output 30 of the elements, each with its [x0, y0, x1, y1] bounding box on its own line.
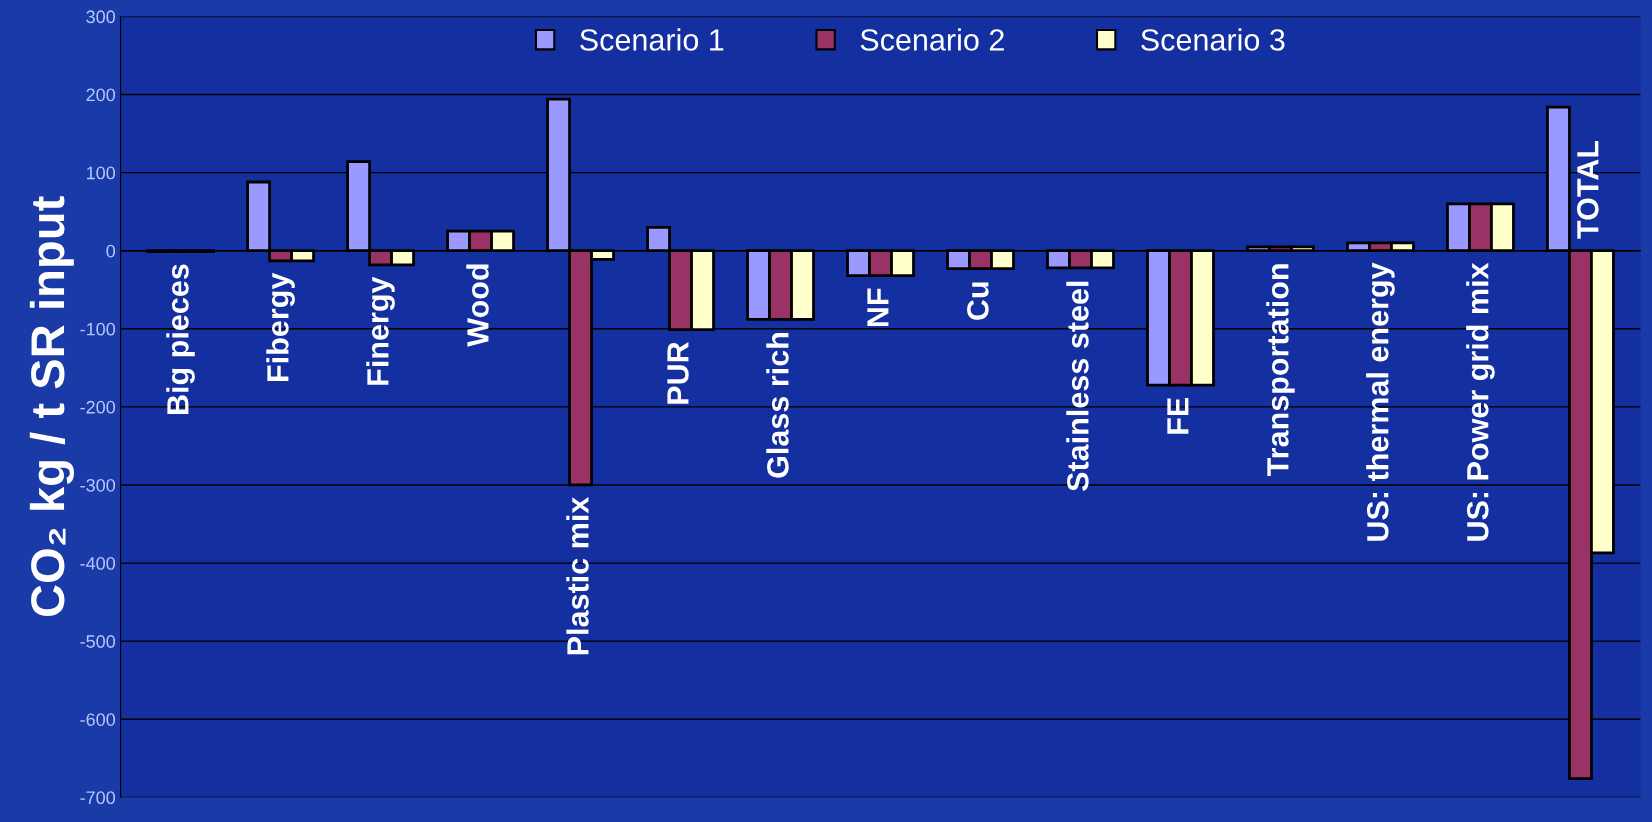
- y-axis-title: CO₂ kg / t SR input: [29, 196, 75, 617]
- x-tick-label: Big pieces: [166, 264, 195, 414]
- x-tick-label: Glass rich: [766, 333, 789, 478]
- x-tick-label: Fibergy: [266, 272, 295, 381]
- y-tick-label: -200: [80, 400, 116, 414]
- legend-label: Scenario 3: [1141, 28, 1285, 51]
- x-tick-label: Cu: [967, 282, 989, 320]
- y-tick-label: 300: [86, 10, 116, 24]
- x-tick-label: Stainless steel: [1066, 281, 1089, 492]
- x-tick-label: US: Power grid mix: [1466, 262, 1495, 541]
- y-tick-label: -100: [80, 322, 116, 336]
- x-tick-label: FE: [1167, 397, 1189, 434]
- x-tick-label: PUR: [667, 341, 689, 404]
- x-tick-label: Wood: [466, 264, 489, 347]
- x-tick-label: Transportation: [1266, 264, 1295, 476]
- y-tick-label: 100: [86, 166, 116, 180]
- x-tick-label: TOTAL: [1577, 140, 1599, 239]
- y-tick-label: -400: [80, 557, 116, 570]
- legend-label: Scenario 2: [860, 28, 1004, 51]
- x-tick-label: Plastic mix: [566, 496, 589, 655]
- x-tick-label: US: thermal energy: [1366, 262, 1395, 541]
- y-tick-label: -500: [80, 635, 116, 648]
- legend-label: Scenario 1: [580, 28, 724, 51]
- y-tick-label: -600: [80, 713, 116, 726]
- y-tick-label: 0: [106, 244, 116, 258]
- x-tick-label: Finergy: [366, 276, 395, 385]
- x-tick-label: NF: [867, 288, 889, 327]
- y-tick-label: 200: [86, 88, 116, 102]
- y-tick-label: -700: [80, 791, 116, 805]
- y-tick-label: -300: [80, 478, 116, 492]
